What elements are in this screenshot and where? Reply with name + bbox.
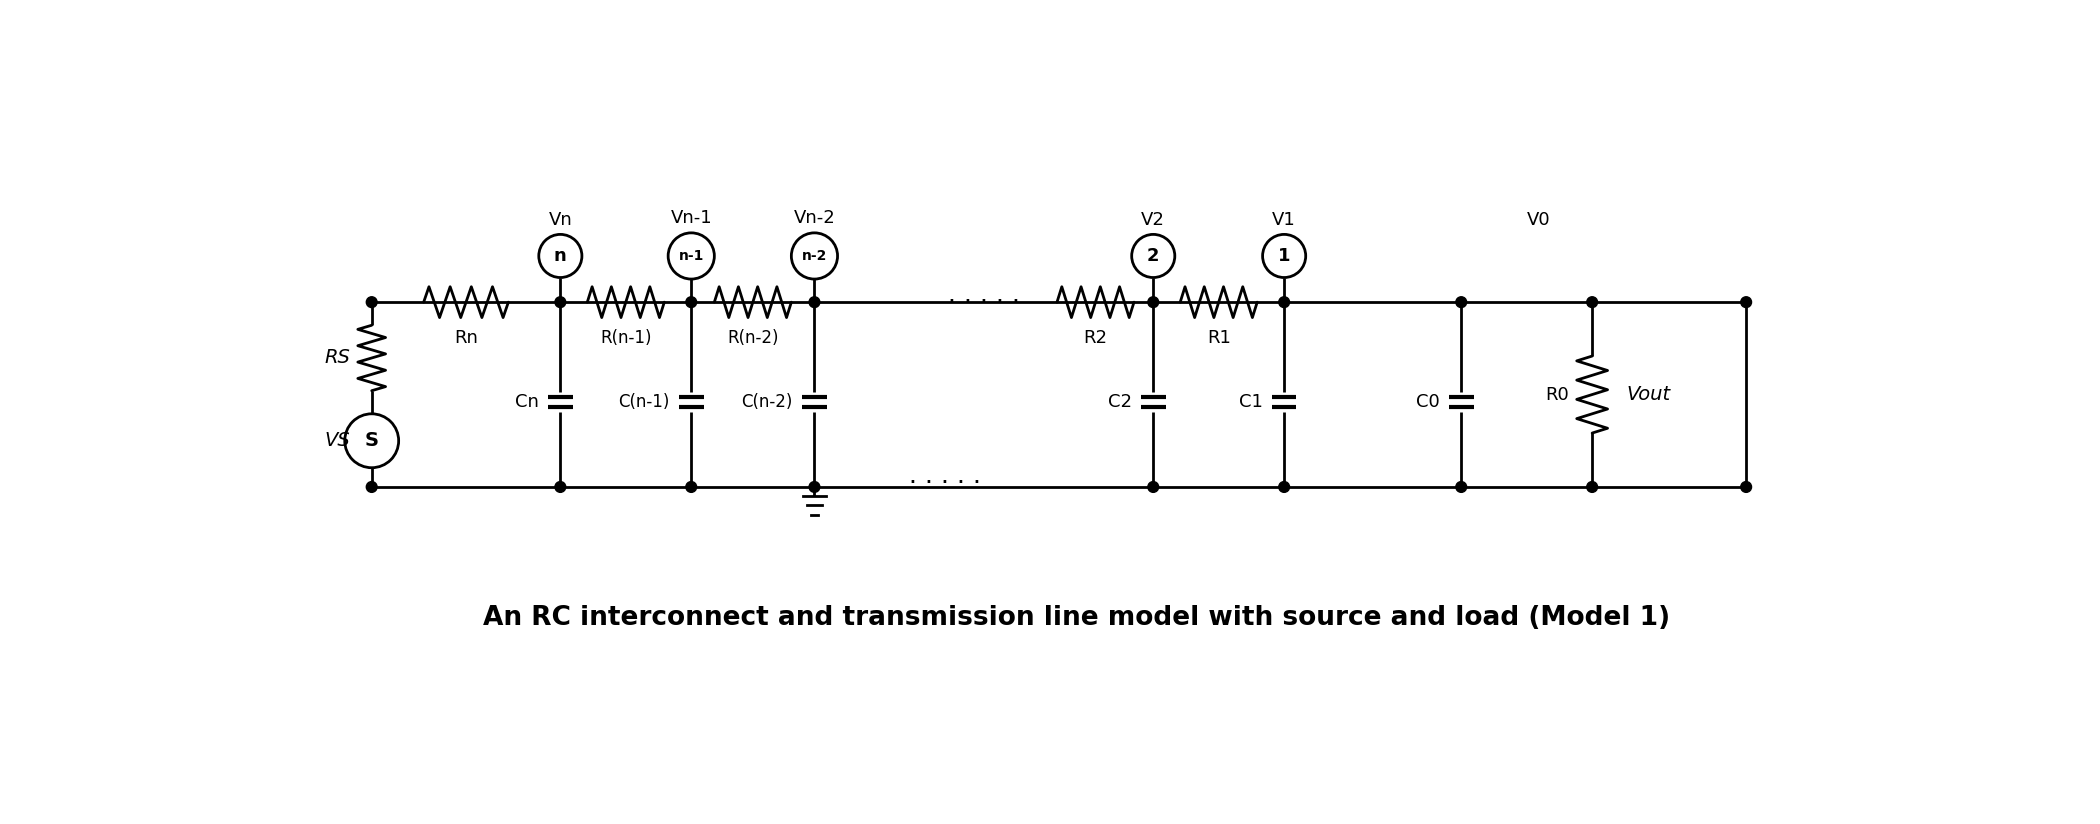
Circle shape	[365, 481, 378, 493]
Text: R0: R0	[1546, 386, 1569, 404]
Circle shape	[554, 481, 565, 493]
Text: C0: C0	[1415, 393, 1441, 411]
Circle shape	[687, 297, 697, 307]
Text: S: S	[365, 431, 378, 450]
Circle shape	[687, 481, 697, 493]
Text: An RC interconnect and transmission line model with source and load (Model 1): An RC interconnect and transmission line…	[483, 605, 1670, 631]
Text: RS: RS	[323, 349, 351, 368]
Text: n-2: n-2	[802, 249, 827, 263]
Circle shape	[1149, 481, 1159, 493]
Circle shape	[1455, 297, 1466, 307]
Circle shape	[1279, 481, 1289, 493]
Text: R(n-1): R(n-1)	[601, 329, 651, 347]
Circle shape	[1279, 297, 1289, 307]
Circle shape	[1588, 481, 1598, 493]
Circle shape	[1588, 297, 1598, 307]
Circle shape	[365, 297, 378, 307]
Text: R(n-2): R(n-2)	[727, 329, 779, 347]
Circle shape	[1741, 297, 1751, 307]
Text: C(n-2): C(n-2)	[741, 393, 794, 411]
Text: Rn: Rn	[454, 329, 479, 347]
Text: Vn-1: Vn-1	[670, 208, 712, 227]
Text: V1: V1	[1273, 211, 1296, 229]
Circle shape	[808, 481, 819, 493]
Circle shape	[808, 297, 819, 307]
Text: n: n	[554, 247, 567, 265]
Text: Vn: Vn	[548, 211, 571, 229]
Circle shape	[554, 297, 565, 307]
Text: R2: R2	[1084, 329, 1107, 347]
Text: V0: V0	[1527, 211, 1550, 229]
Text: C(n-1): C(n-1)	[617, 393, 670, 411]
Circle shape	[1149, 297, 1159, 307]
Text: · · · · ·: · · · · ·	[909, 471, 981, 495]
Text: R1: R1	[1208, 329, 1231, 347]
Text: Cn: Cn	[514, 393, 540, 411]
Text: V2: V2	[1140, 211, 1166, 229]
Text: C2: C2	[1107, 393, 1132, 411]
Text: Vn-2: Vn-2	[794, 208, 836, 227]
Circle shape	[1741, 481, 1751, 493]
Text: Vout: Vout	[1628, 385, 1672, 404]
Text: · · · · ·: · · · · ·	[947, 290, 1021, 314]
Text: n-1: n-1	[678, 249, 704, 263]
Circle shape	[1455, 481, 1466, 493]
Text: VS: VS	[323, 431, 351, 450]
Text: 2: 2	[1147, 247, 1159, 265]
Text: 1: 1	[1279, 247, 1289, 265]
Text: C1: C1	[1239, 393, 1262, 411]
